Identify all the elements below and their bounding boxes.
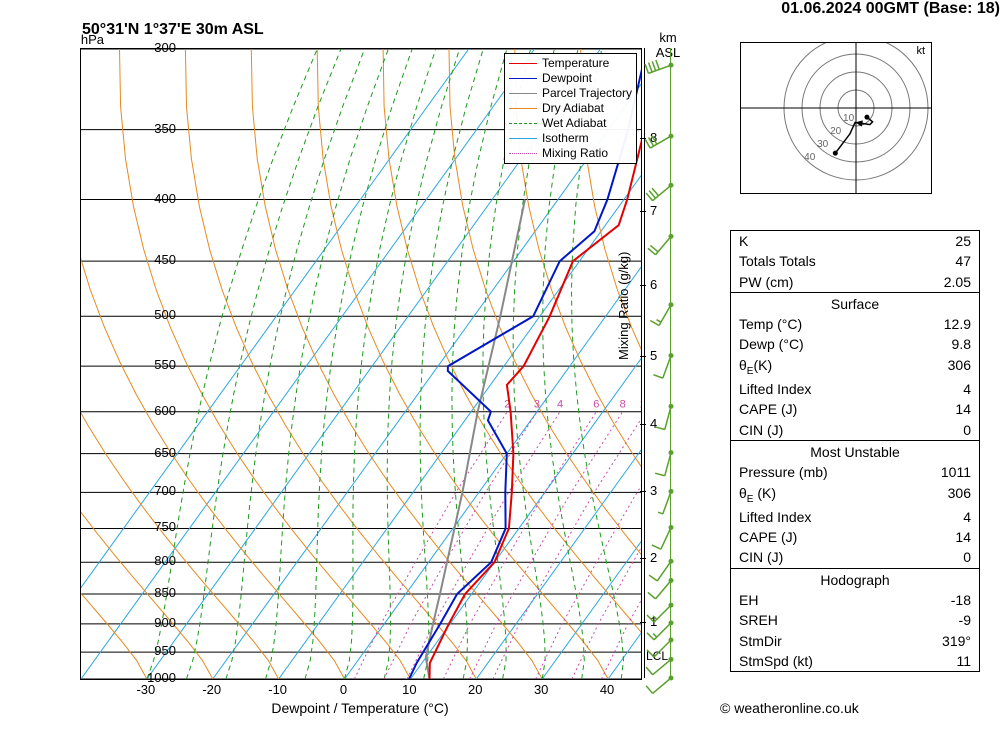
table-row: StmDir319° [731, 631, 979, 651]
hpa-tick: 850 [136, 585, 176, 600]
data-tables: K25Totals Totals47PW (cm)2.05SurfaceTemp… [730, 230, 980, 672]
svg-text:4: 4 [557, 399, 563, 411]
hpa-tick: 300 [136, 40, 176, 55]
table-row: CIN (J)0 [731, 420, 979, 440]
skewt-panel: 50°31'N 1°37'E 30m ASL hPa km ASL 234681… [30, 20, 690, 710]
table-row: CAPE (J)14 [731, 527, 979, 547]
legend-item: Wet Adiabat [509, 116, 632, 131]
svg-text:10: 10 [843, 113, 855, 124]
hpa-tick: 350 [136, 121, 176, 136]
legend-item: Isotherm [509, 131, 632, 146]
hpa-tick: 400 [136, 191, 176, 206]
table-row: Lifted Index4 [731, 379, 979, 399]
hodograph-table: HodographEH-18SREH-9StmDir319°StmSpd (kt… [730, 568, 980, 672]
svg-text:10: 10 [640, 399, 641, 411]
hpa-tick: 800 [136, 553, 176, 568]
legend-item: Temperature [509, 56, 632, 71]
legend-item: Dry Adiabat [509, 101, 632, 116]
table-row: θE (K)306 [731, 483, 979, 507]
svg-text:8: 8 [620, 399, 626, 411]
svg-text:30: 30 [817, 139, 829, 150]
wind-barb-strip [670, 48, 711, 678]
table-row: StmSpd (kt)11 [731, 651, 979, 671]
copyright: © weatheronline.co.uk [720, 700, 859, 716]
x-tick: 20 [460, 682, 490, 697]
table-row: Totals Totals47 [731, 251, 979, 271]
surface-table: SurfaceTemp (°C)12.9Dewp (°C)9.8θE(K)306… [730, 292, 980, 440]
hpa-axis-label: hPa [74, 32, 104, 47]
table-row: CIN (J)0 [731, 547, 979, 567]
table-row: EH-18 [731, 590, 979, 610]
hodograph-panel: 10203040 kt [740, 42, 930, 192]
hodograph: 10203040 kt [740, 42, 932, 194]
page: 50°31'N 1°37'E 30m ASL hPa km ASL 234681… [0, 0, 1000, 733]
svg-text:40: 40 [804, 152, 816, 163]
legend-item: Mixing Ratio [509, 146, 632, 161]
hpa-tick: 900 [136, 615, 176, 630]
x-axis-label: Dewpoint / Temperature (°C) [30, 700, 690, 716]
legend-item: Dewpoint [509, 71, 632, 86]
table-row: SREH-9 [731, 610, 979, 630]
table-row: CAPE (J)14 [731, 399, 979, 419]
table-row: Dewp (°C)9.8 [731, 334, 979, 354]
hpa-tick: 450 [136, 252, 176, 267]
hpa-tick: 600 [136, 403, 176, 418]
svg-text:6: 6 [593, 399, 599, 411]
hodo-unit-label: kt [916, 45, 925, 57]
hpa-tick: 750 [136, 519, 176, 534]
barb-svg [665, 48, 705, 678]
hpa-tick: 650 [136, 445, 176, 460]
svg-text:20: 20 [830, 126, 842, 137]
x-tick: -30 [131, 682, 161, 697]
table-row: Lifted Index4 [731, 507, 979, 527]
hpa-tick: 700 [136, 483, 176, 498]
hpa-tick: 550 [136, 357, 176, 372]
table-row: Temp (°C)12.9 [731, 314, 979, 334]
most-unstable-table: Most UnstablePressure (mb)1011θE (K)306L… [730, 440, 980, 568]
x-tick: -20 [197, 682, 227, 697]
indices-table: K25Totals Totals47PW (cm)2.05 [730, 230, 980, 292]
location-title: 50°31'N 1°37'E 30m ASL [82, 21, 264, 39]
x-tick: -10 [263, 682, 293, 697]
svg-text:3: 3 [534, 399, 540, 411]
x-tick: 30 [526, 682, 556, 697]
datetime-title: 01.06.2024 00GMT (Base: 18) [781, 0, 1000, 18]
hpa-tick: 950 [136, 643, 176, 658]
mr-axis-label: Mixing Ratio (g/kg) [616, 252, 631, 360]
table-row: θE(K)306 [731, 355, 979, 379]
legend: TemperatureDewpointParcel TrajectoryDry … [504, 53, 637, 164]
x-tick: 10 [394, 682, 424, 697]
table-row: Pressure (mb)1011 [731, 462, 979, 482]
table-row: K25 [731, 231, 979, 251]
legend-item: Parcel Trajectory [509, 86, 632, 101]
table-row: PW (cm)2.05 [731, 272, 979, 292]
x-tick: 40 [592, 682, 622, 697]
hodo-svg: 10203040 [741, 43, 931, 193]
x-tick: 0 [329, 682, 359, 697]
hpa-tick: 500 [136, 307, 176, 322]
